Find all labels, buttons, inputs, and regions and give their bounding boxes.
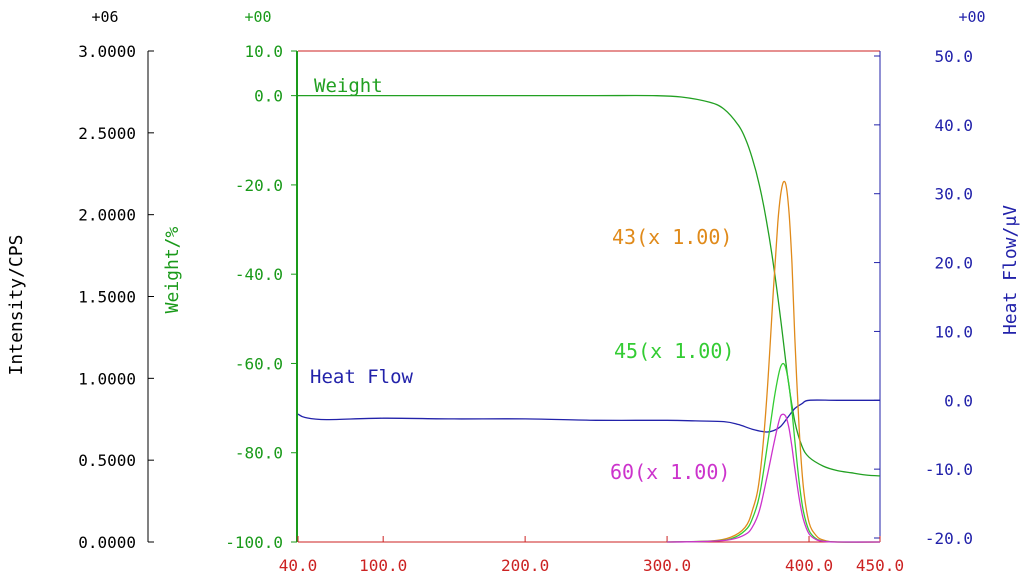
- weight-tick-label: -80.0: [235, 444, 283, 463]
- series-labels: Weight Heat Flow 43(x 1.00) 45(x 1.00) 60(x …: [310, 75, 734, 484]
- x-tick-label: 400.0: [785, 556, 833, 575]
- intensity-exponent: +06: [91, 8, 118, 26]
- series-label-heat-flow: Heat Flow: [310, 366, 414, 388]
- intensity-tick-label: 2.0000: [78, 206, 136, 225]
- x-tick-label: 300.0: [643, 556, 691, 575]
- heatflow-tick-label: 0.0: [944, 391, 973, 410]
- weight-tick-label: 10.0: [244, 42, 283, 61]
- intensity-tick-label: 0.0000: [78, 533, 136, 552]
- heatflow-exponent: +00: [958, 8, 985, 26]
- weight-tick-label: -100.0: [225, 533, 283, 552]
- x-tick-label: 40.0: [279, 556, 318, 575]
- weight-axis-label: Weight/%: [162, 226, 183, 313]
- heatflow-axis-label: Heat Flow/μV: [1000, 205, 1021, 335]
- series-line-heat-flow: [297, 399, 880, 433]
- intensity-tick-label: 1.0000: [78, 369, 136, 388]
- weight-tick-label: -60.0: [235, 354, 283, 373]
- series-lines: [297, 94, 881, 543]
- x-tick-label: 200.0: [501, 556, 549, 575]
- weight-exponent: +00: [244, 8, 271, 26]
- heatflow-tick-label: 40.0: [934, 116, 973, 135]
- axes: 0.0000 0.5000 1.0000 1.5000 2.0000 2.5000 3.00…: [78, 42, 973, 575]
- series-label-60-x-1-00: 60(x 1.00): [610, 460, 730, 484]
- weight-tick-label: 0.0: [254, 87, 283, 106]
- series-label-43-x-1-00: 43(x 1.00): [612, 225, 732, 249]
- intensity-axis-label: Intensity/CPS: [6, 235, 27, 376]
- heatflow-tick-label: 20.0: [934, 254, 973, 273]
- weight-tick-label: -20.0: [235, 176, 283, 195]
- series-line-45-x-1-00: [667, 362, 881, 543]
- plot-frame: [298, 50, 880, 543]
- weight-tick-label: -40.0: [235, 265, 283, 284]
- heatflow-tick-label: 10.0: [934, 322, 973, 341]
- x-tick-label: 450.0: [856, 556, 904, 575]
- heatflow-tick-label: 30.0: [934, 185, 973, 204]
- x-tick-label: 100.0: [359, 556, 407, 575]
- series-label-weight: Weight: [314, 75, 383, 97]
- series-label-45-x-1-00: 45(x 1.00): [614, 339, 734, 363]
- heatflow-tick-label: 50.0: [934, 47, 973, 66]
- intensity-tick-label: 3.0000: [78, 42, 136, 61]
- intensity-tick-label: 0.5000: [78, 451, 136, 470]
- series-line-weight: [298, 94, 881, 477]
- series-line-60-x-1-00: [667, 413, 881, 543]
- intensity-tick-label: 2.5000: [78, 124, 136, 143]
- heatflow-tick-label: -20.0: [925, 529, 973, 548]
- heatflow-tick-label: -10.0: [925, 460, 973, 479]
- intensity-tick-label: 1.5000: [78, 288, 136, 307]
- series-line-43-x-1-00: [667, 180, 881, 543]
